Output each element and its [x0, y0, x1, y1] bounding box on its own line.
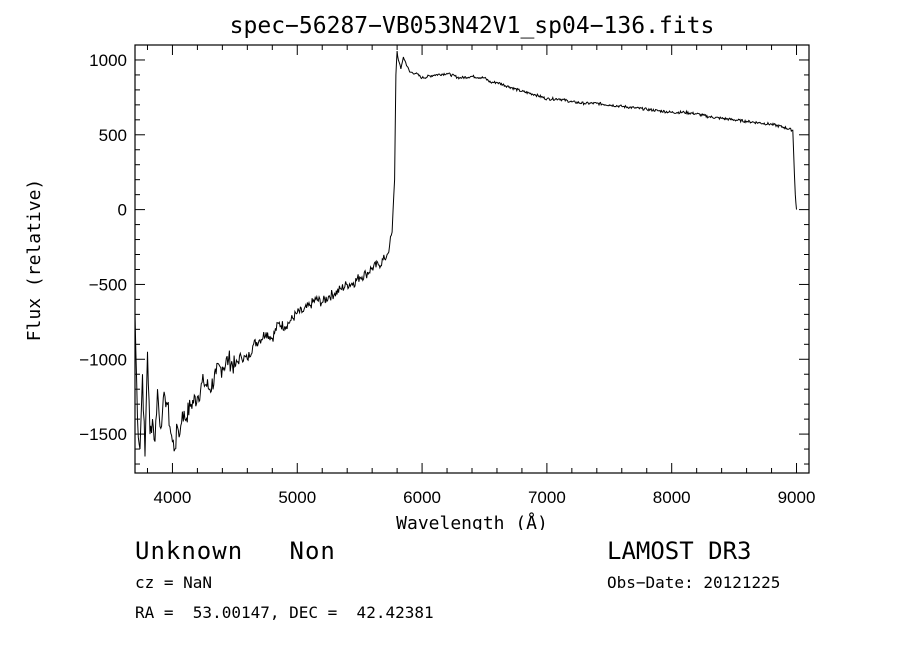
- plot-frame: [134, 44, 810, 474]
- redshift-value: cz = NaN: [135, 573, 213, 592]
- object-classification: Unknown Non: [135, 537, 336, 565]
- x-tick-label: 7000: [528, 488, 566, 507]
- axis-ticks: [135, 45, 809, 473]
- y-tick-label: −1000: [79, 350, 127, 369]
- x-tick-label: 9000: [778, 488, 816, 507]
- axis-tick-labels: 4000 5000 6000 7000 8000 9000 −1500 −1000 −500 0 5…: [79, 51, 815, 507]
- x-tick-label: 8000: [653, 488, 691, 507]
- observation-date: Obs−Date: 20121225: [607, 573, 781, 592]
- y-tick-label: −1500: [79, 425, 127, 444]
- spectrum-line: [135, 50, 797, 457]
- y-tick-label: 500: [99, 126, 127, 145]
- x-tick-label: 5000: [278, 488, 316, 507]
- x-axis-label: Wavelength (Å): [396, 512, 548, 530]
- y-tick-label: 1000: [89, 51, 127, 70]
- sky-coordinates: RA = 53.00147, DEC = 42.42381: [135, 603, 434, 622]
- y-tick-label: 0: [118, 201, 127, 220]
- spectrum-chart: spec−56287−VB053N42V1_sp04−136.fits 4000…: [24, 13, 815, 530]
- x-tick-label: 4000: [154, 488, 192, 507]
- survey-name: LAMOST DR3: [607, 537, 752, 565]
- chart-title: spec−56287−VB053N42V1_sp04−136.fits: [230, 13, 715, 39]
- y-axis-label: Flux (relative): [24, 179, 45, 342]
- y-tick-label: −500: [89, 275, 127, 294]
- x-tick-label: 6000: [403, 488, 441, 507]
